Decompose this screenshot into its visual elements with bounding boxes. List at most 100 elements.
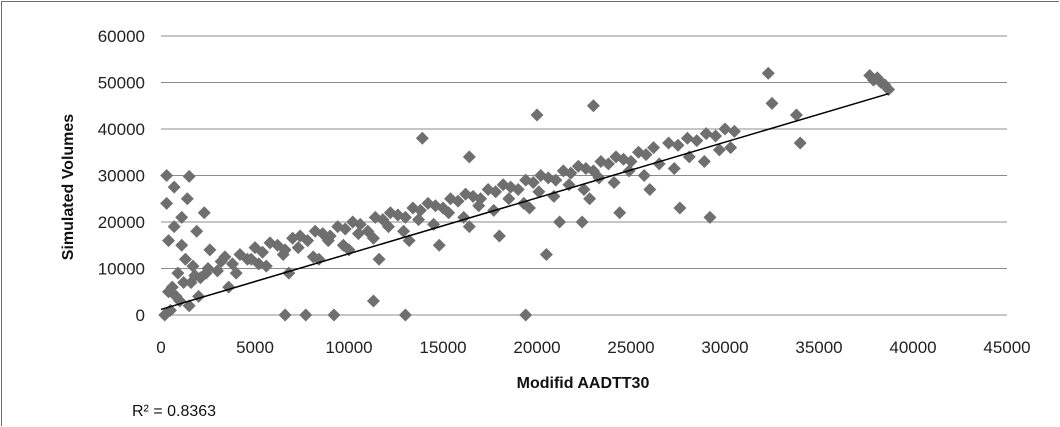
- data-point: [765, 96, 779, 110]
- data-point: [451, 194, 465, 208]
- data-point: [412, 213, 426, 227]
- data-point: [278, 308, 292, 322]
- data-point: [229, 266, 243, 280]
- data-point: [727, 124, 741, 138]
- data-point: [252, 257, 266, 271]
- data-point: [203, 243, 217, 257]
- y-axis-title: Simulated Volumes: [60, 114, 77, 261]
- data-point: [601, 157, 615, 171]
- data-point: [553, 215, 567, 229]
- data-point: [169, 289, 183, 303]
- data-point: [366, 294, 380, 308]
- data-point: [299, 308, 313, 322]
- x-tick-label: 5000: [236, 338, 274, 357]
- x-tick-label: 35000: [795, 338, 842, 357]
- data-point: [180, 192, 194, 206]
- y-tick-label: 40000: [98, 120, 145, 139]
- data-point: [613, 206, 627, 220]
- data-point: [381, 220, 395, 234]
- data-point: [647, 141, 661, 155]
- data-point: [276, 248, 290, 262]
- data-point: [301, 234, 315, 248]
- data-point: [462, 150, 476, 164]
- r-squared-label: R² = 0.8363: [132, 403, 216, 420]
- data-point: [607, 175, 621, 189]
- data-point: [472, 199, 486, 213]
- x-tick-label: 30000: [701, 338, 748, 357]
- data-point: [397, 224, 411, 238]
- data-point: [256, 245, 270, 259]
- y-tick-label: 30000: [98, 167, 145, 186]
- data-point: [530, 108, 544, 122]
- data-point: [197, 206, 211, 220]
- x-tick-label: 40000: [889, 338, 936, 357]
- trendline: [160, 92, 889, 311]
- data-point: [338, 222, 352, 236]
- y-tick-label: 60000: [98, 27, 145, 46]
- data-point: [351, 227, 365, 241]
- data-point: [167, 180, 181, 194]
- data-point: [577, 182, 591, 196]
- data-point: [432, 238, 446, 252]
- data-point: [165, 280, 179, 294]
- data-point: [214, 255, 228, 269]
- data-point: [789, 108, 803, 122]
- trendline-group: [160, 92, 889, 311]
- data-point: [793, 136, 807, 150]
- data-point: [522, 201, 536, 215]
- data-point: [167, 220, 181, 234]
- data-point: [532, 185, 546, 199]
- x-tick-label: 10000: [325, 338, 372, 357]
- data-point: [671, 138, 685, 152]
- x-tick-label: 20000: [513, 338, 560, 357]
- data-point: [724, 141, 738, 155]
- data-point: [502, 192, 516, 206]
- data-point: [519, 308, 533, 322]
- data-point: [178, 252, 192, 266]
- data-point: [177, 275, 191, 289]
- data-point: [624, 155, 638, 169]
- data-point: [366, 231, 380, 245]
- data-point: [327, 308, 341, 322]
- data-point: [398, 210, 412, 224]
- data-point: [489, 185, 503, 199]
- data-point: [291, 241, 305, 255]
- data-point: [699, 127, 713, 141]
- y-tick-label: 20000: [98, 213, 145, 232]
- x-tick-label: 15000: [419, 338, 466, 357]
- data-point: [171, 266, 185, 280]
- data-point: [182, 169, 196, 183]
- data-point: [162, 234, 176, 248]
- data-point: [462, 220, 476, 234]
- data-point: [184, 275, 198, 289]
- data-point: [225, 257, 239, 271]
- data-point: [639, 148, 653, 162]
- y-tick-label: 0: [136, 306, 145, 325]
- data-point: [398, 308, 412, 322]
- data-point: [761, 66, 775, 80]
- data-point: [175, 210, 189, 224]
- data-point: [160, 169, 174, 182]
- data-point: [160, 196, 174, 210]
- data-point: [372, 252, 386, 266]
- data-point: [442, 206, 456, 220]
- data-point: [882, 82, 896, 96]
- data-point: [703, 210, 717, 224]
- x-axis-ticks: 0 5000 10000 15000 20000 25000 30000 35000 40000…: [156, 338, 1030, 357]
- data-point: [667, 162, 681, 176]
- x-axis-title: Modifid AADTT30: [517, 375, 650, 392]
- data-point: [321, 234, 335, 248]
- data-point: [690, 134, 704, 148]
- data-point: [210, 264, 224, 278]
- x-tick-label: 25000: [607, 338, 654, 357]
- data-point: [583, 192, 597, 206]
- data-point: [637, 169, 651, 182]
- data-point: [415, 131, 429, 145]
- data-point: [186, 259, 200, 273]
- data-point: [718, 122, 732, 136]
- data-point: [312, 252, 326, 266]
- data-point: [353, 217, 367, 231]
- data-point: [413, 203, 427, 217]
- data-point: [697, 155, 711, 169]
- data-point: [175, 238, 189, 252]
